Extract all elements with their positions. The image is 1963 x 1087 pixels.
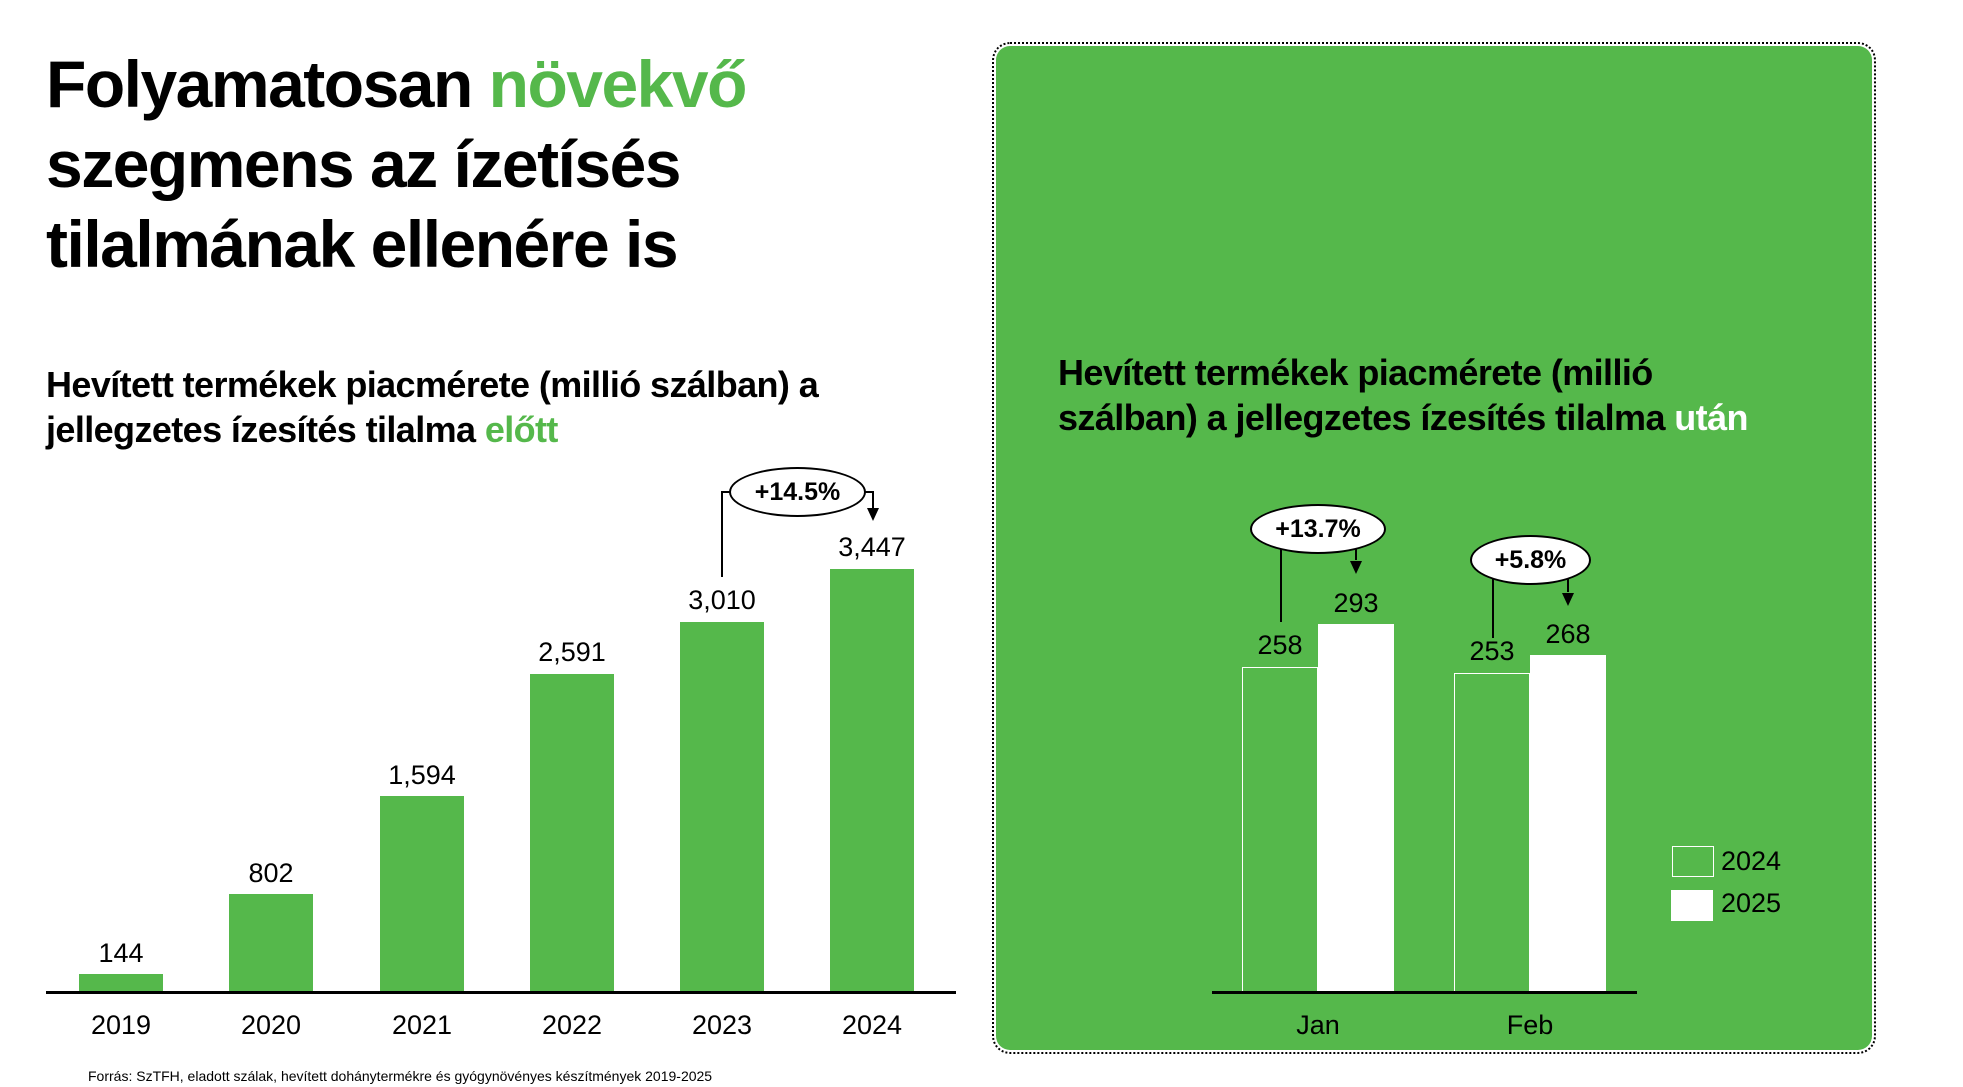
jan-connector-right <box>1355 540 1357 560</box>
legend-swatch-2024 <box>1672 846 1714 877</box>
value-label-2024: 3,447 <box>838 532 906 562</box>
left-x-axis <box>46 991 956 994</box>
x-label-2020: 2020 <box>240 1010 302 1040</box>
arrow-down-icon <box>1350 561 1362 574</box>
bar-jan-2025 <box>1318 624 1394 992</box>
left-subtitle-line2: jellegzetes ízesítés tilalma <box>46 409 485 450</box>
growth-connector-left <box>721 491 723 577</box>
x-label-2022: 2022 <box>541 1010 603 1040</box>
x-label-2023: 2023 <box>691 1010 753 1040</box>
growth-connector-top-right <box>864 491 874 493</box>
value-label-2023: 3,010 <box>688 585 756 615</box>
value-label-2021: 1,594 <box>388 760 456 790</box>
value-label-2020: 802 <box>248 858 294 888</box>
headline-highlight: növekvő <box>488 47 748 121</box>
legend-swatch-2025 <box>1671 890 1713 921</box>
bar-2021 <box>380 796 464 992</box>
headline-part1: Folyamatosan <box>46 47 489 121</box>
headline: Folyamatosan növekvő szegmens az ízetísé… <box>46 44 946 284</box>
headline-line2: szegmens az ízetísés <box>46 127 682 201</box>
left-subtitle-line1: Hevített termékek piacmérete (millió szá… <box>46 364 819 405</box>
x-label-2019: 2019 <box>90 1010 152 1040</box>
growth-badge-2024: +14.5% <box>729 467 866 517</box>
x-label-2021: 2021 <box>391 1010 453 1040</box>
growth-connector-right <box>872 491 874 509</box>
right-subtitle-highlight: után <box>1674 397 1748 438</box>
jan-connector-left <box>1280 540 1282 622</box>
headline-line3: tilalmának ellenére is <box>46 207 679 281</box>
left-subtitle-highlight: előtt <box>484 409 559 450</box>
growth-badge-jan: +13.7% <box>1250 504 1386 554</box>
x-label-2024: 2024 <box>841 1010 903 1040</box>
bar-2024 <box>830 569 914 992</box>
right-subtitle-line1: Hevített termékek piacmérete (millió <box>1058 352 1653 393</box>
bar-feb-2025 <box>1530 655 1606 992</box>
bar-2019 <box>79 974 163 992</box>
value-label-jan-2025: 293 <box>1333 588 1379 618</box>
legend-label-2024: 2024 <box>1721 846 1782 876</box>
x-label-jan: Jan <box>1296 1010 1340 1040</box>
bar-jan-2024 <box>1242 667 1318 992</box>
value-label-feb-2025: 268 <box>1545 619 1591 649</box>
growth-badge-feb: +5.8% <box>1470 535 1591 585</box>
bar-2022 <box>530 674 614 992</box>
source-note: Forrás: SzTFH, eladott szálak, hevített … <box>88 1068 713 1084</box>
x-label-feb: Feb <box>1506 1010 1554 1040</box>
growth-connector-top-left <box>721 491 731 493</box>
bar-2023 <box>680 622 764 992</box>
value-label-2022: 2,591 <box>538 637 606 667</box>
legend-label-2025: 2025 <box>1721 888 1782 918</box>
arrow-down-icon <box>1562 593 1574 606</box>
arrow-down-icon <box>867 508 879 521</box>
feb-connector-right <box>1567 572 1569 592</box>
after-ban-panel <box>992 42 1876 1054</box>
bar-2020 <box>229 894 313 992</box>
right-subtitle-line2: szálban) a jellegzetes ízesítés tilalma <box>1058 397 1675 438</box>
right-x-axis <box>1212 991 1637 994</box>
value-label-feb-2024: 253 <box>1469 636 1515 666</box>
value-label-jan-2024: 258 <box>1257 630 1303 660</box>
right-chart-subtitle: Hevített termékek piacmérete (millió szá… <box>1058 350 1858 440</box>
bar-feb-2024 <box>1454 673 1530 992</box>
feb-connector-left <box>1492 572 1494 638</box>
left-chart-subtitle: Hevített termékek piacmérete (millió szá… <box>46 362 986 452</box>
value-label-2019: 144 <box>98 938 144 968</box>
